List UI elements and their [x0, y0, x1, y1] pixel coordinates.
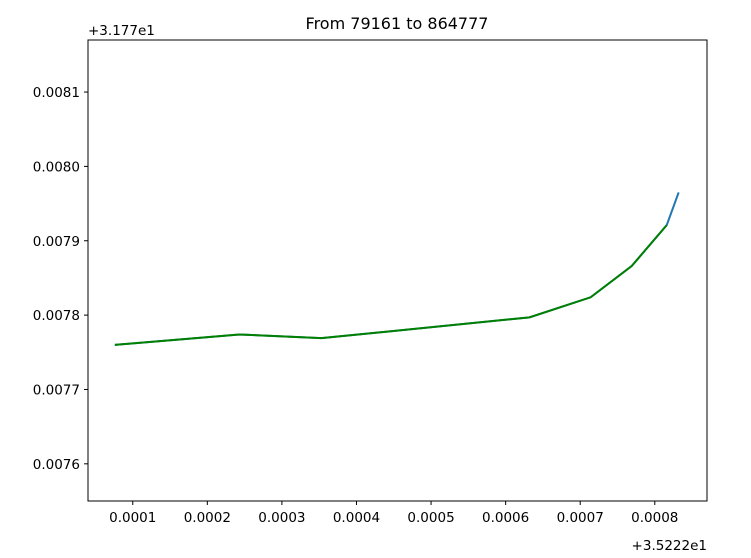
y-tick-label: 0.0080 — [33, 159, 80, 175]
x-tick-label: 0.0002 — [184, 510, 231, 526]
x-tick-label: 0.0001 — [109, 510, 156, 526]
x-tick-label: 0.0008 — [631, 510, 678, 526]
x-tick-label: 0.0007 — [557, 510, 604, 526]
y-tick-label: 0.0081 — [33, 85, 80, 101]
line — [114, 192, 680, 346]
y-tick-label: 0.0077 — [33, 382, 80, 398]
x-tick-label: 0.0003 — [258, 510, 305, 526]
line — [114, 224, 668, 346]
x-tick-label: 0.0004 — [333, 510, 380, 526]
x-tick-label: 0.0006 — [482, 510, 529, 526]
y-tick-label: 0.0076 — [33, 457, 80, 473]
y-tick-label: 0.0078 — [33, 308, 80, 324]
chart-title: From 79161 to 864777 — [306, 14, 489, 33]
x-offset-label: +3.5222e1 — [632, 538, 707, 554]
y-tick-label: 0.0079 — [33, 234, 80, 250]
x-tick-label: 0.0005 — [407, 510, 454, 526]
plot-frame — [87, 39, 708, 502]
y-offset-label: +3.177e1 — [88, 23, 155, 39]
